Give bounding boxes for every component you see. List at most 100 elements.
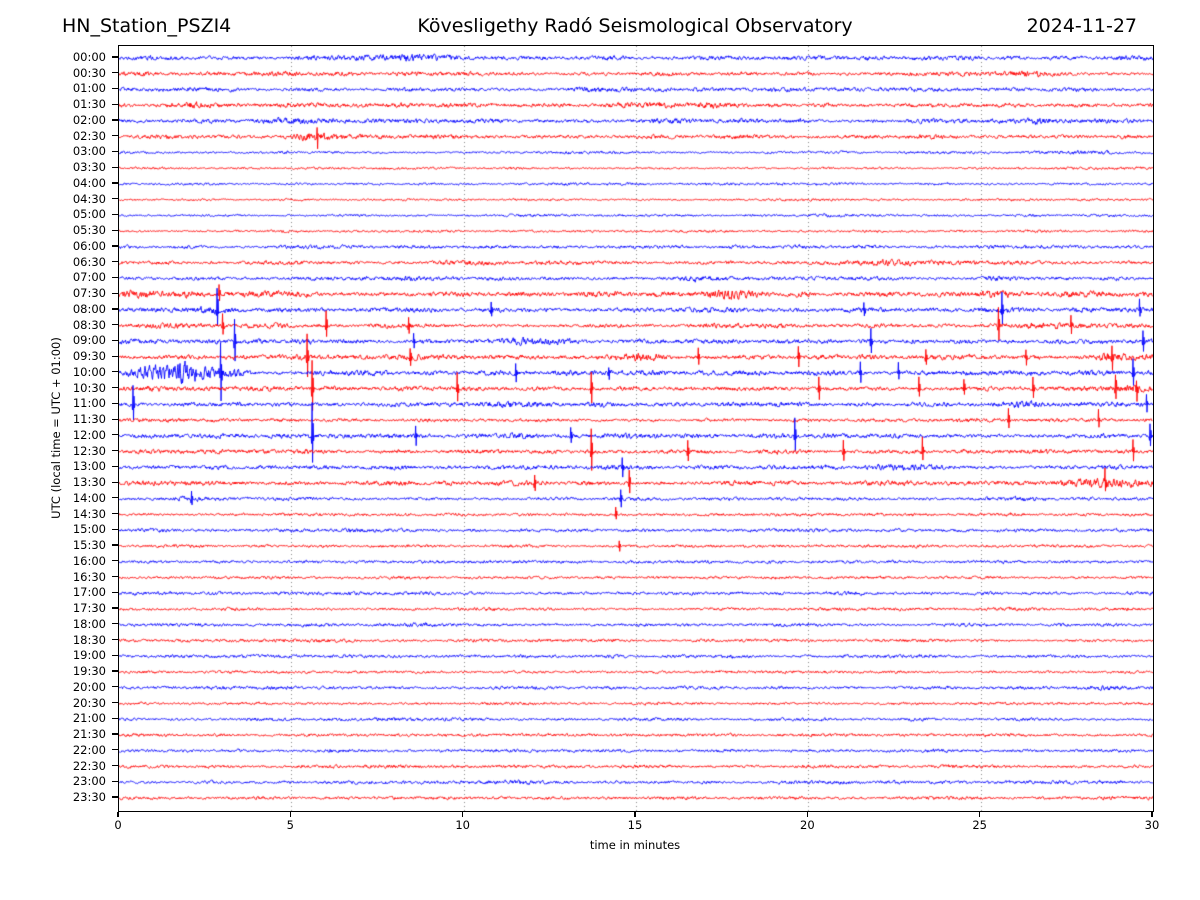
y-tick-label: 18:00 [72, 616, 106, 631]
y-tick-mark [112, 387, 118, 389]
y-tick-mark [112, 513, 118, 515]
y-tick-mark [112, 135, 118, 137]
y-tick-mark [112, 198, 118, 200]
y-tick-label: 08:30 [72, 317, 106, 332]
y-tick-label: 17:00 [72, 585, 106, 600]
y-tick-label: 21:30 [72, 727, 106, 742]
y-tick-label: 04:00 [72, 175, 106, 190]
y-tick-mark [112, 150, 118, 153]
traces-canvas [119, 46, 1153, 811]
y-tick-label: 19:00 [72, 648, 106, 663]
y-tick-mark [112, 686, 118, 688]
date-label: 2024-11-27 [1026, 15, 1137, 37]
y-tick-mark [112, 717, 118, 719]
y-tick-label: 13:30 [72, 475, 106, 490]
y-tick-label: 16:30 [72, 569, 106, 584]
y-tick-mark [112, 229, 118, 231]
x-tick-mark [117, 811, 119, 817]
y-tick-label: 18:30 [72, 632, 106, 647]
y-tick-mark [112, 528, 118, 530]
x-tick-mark [806, 811, 808, 817]
y-tick-mark [112, 418, 118, 420]
y-tick-label: 01:30 [72, 97, 106, 112]
y-tick-label: 23:30 [72, 790, 106, 804]
y-tick-label: 04:30 [72, 191, 106, 206]
y-tick-label: 08:00 [72, 301, 106, 316]
y-tick-label: 07:30 [72, 286, 106, 301]
y-tick-mark [112, 324, 118, 326]
y-tick-mark [112, 701, 118, 704]
y-tick-mark [112, 749, 118, 751]
y-tick-mark [112, 733, 118, 735]
y-tick-label: 12:00 [72, 427, 106, 442]
y-tick-label: 01:00 [72, 81, 106, 96]
y-tick-label: 14:30 [72, 506, 106, 521]
y-tick-mark [112, 308, 118, 310]
x-tick-mark [289, 811, 291, 817]
y-tick-label: 10:30 [72, 380, 106, 395]
y-tick-mark [112, 434, 118, 436]
y-tick-mark [112, 796, 118, 798]
y-tick-label: 20:00 [72, 679, 106, 694]
y-tick-mark [112, 780, 118, 782]
y-tick-mark [112, 72, 118, 74]
y-tick-mark [112, 103, 118, 105]
y-tick-label: 00:30 [72, 65, 106, 80]
y-tick-label: 00:00 [72, 50, 106, 64]
y-tick-mark [112, 276, 118, 279]
x-tick-label: 15 [627, 818, 643, 832]
y-tick-label: 23:00 [72, 774, 106, 789]
y-tick-label: 12:30 [72, 443, 106, 458]
y-tick-label: 19:30 [72, 664, 106, 679]
y-tick-mark [112, 87, 118, 90]
plot-area [118, 45, 1154, 812]
y-tick-mark [112, 450, 118, 452]
y-tick-label: 03:30 [72, 160, 106, 175]
y-tick-label: 15:00 [72, 522, 106, 537]
y-tick-mark [112, 245, 118, 247]
y-tick-label: 20:30 [72, 695, 106, 710]
y-tick-label: 03:00 [72, 144, 106, 159]
y-tick-label: 11:30 [72, 412, 106, 427]
y-tick-mark [112, 575, 118, 578]
y-tick-mark [112, 166, 118, 168]
y-tick-label: 17:30 [72, 601, 106, 616]
y-tick-mark [112, 654, 118, 656]
y-tick-label: 02:00 [72, 112, 106, 127]
y-tick-mark [112, 213, 118, 216]
x-tick-label: 10 [455, 818, 470, 832]
y-tick-label: 09:00 [72, 333, 106, 348]
y-tick-label: 05:00 [72, 207, 106, 222]
x-axis-label: time in minutes [589, 838, 681, 852]
y-tick-label: 06:30 [72, 254, 106, 269]
y-tick-mark [112, 497, 118, 499]
y-tick-label: 06:00 [72, 238, 106, 253]
y-tick-mark [112, 119, 118, 121]
y-tick-mark [112, 465, 118, 467]
y-tick-label: 14:00 [72, 490, 106, 505]
y-tick-label: 15:30 [72, 538, 106, 553]
y-tick-mark [112, 339, 118, 341]
y-tick-mark [112, 56, 118, 58]
y-tick-label: 13:00 [72, 459, 106, 474]
x-tick-mark [462, 811, 464, 817]
x-tick-mark [979, 811, 981, 817]
station-title: HN_Station_PSZI4 [62, 15, 232, 37]
y-tick-mark [112, 481, 118, 483]
y-tick-mark [112, 670, 118, 672]
y-tick-mark [112, 355, 118, 357]
y-tick-mark [112, 607, 118, 609]
y-tick-label: 05:30 [72, 223, 106, 238]
y-tick-mark [112, 402, 118, 404]
y-tick-label: 02:30 [72, 128, 106, 143]
y-tick-mark [112, 591, 118, 593]
x-tick-label: 30 [1144, 818, 1160, 832]
y-tick-mark [112, 261, 118, 263]
y-tick-mark [112, 182, 118, 184]
x-tick-label: 0 [114, 818, 122, 832]
y-tick-label: 10:00 [72, 364, 106, 379]
y-tick-label: 16:00 [72, 553, 106, 568]
y-tick-mark [112, 764, 118, 767]
x-tick-label: 25 [972, 818, 987, 832]
